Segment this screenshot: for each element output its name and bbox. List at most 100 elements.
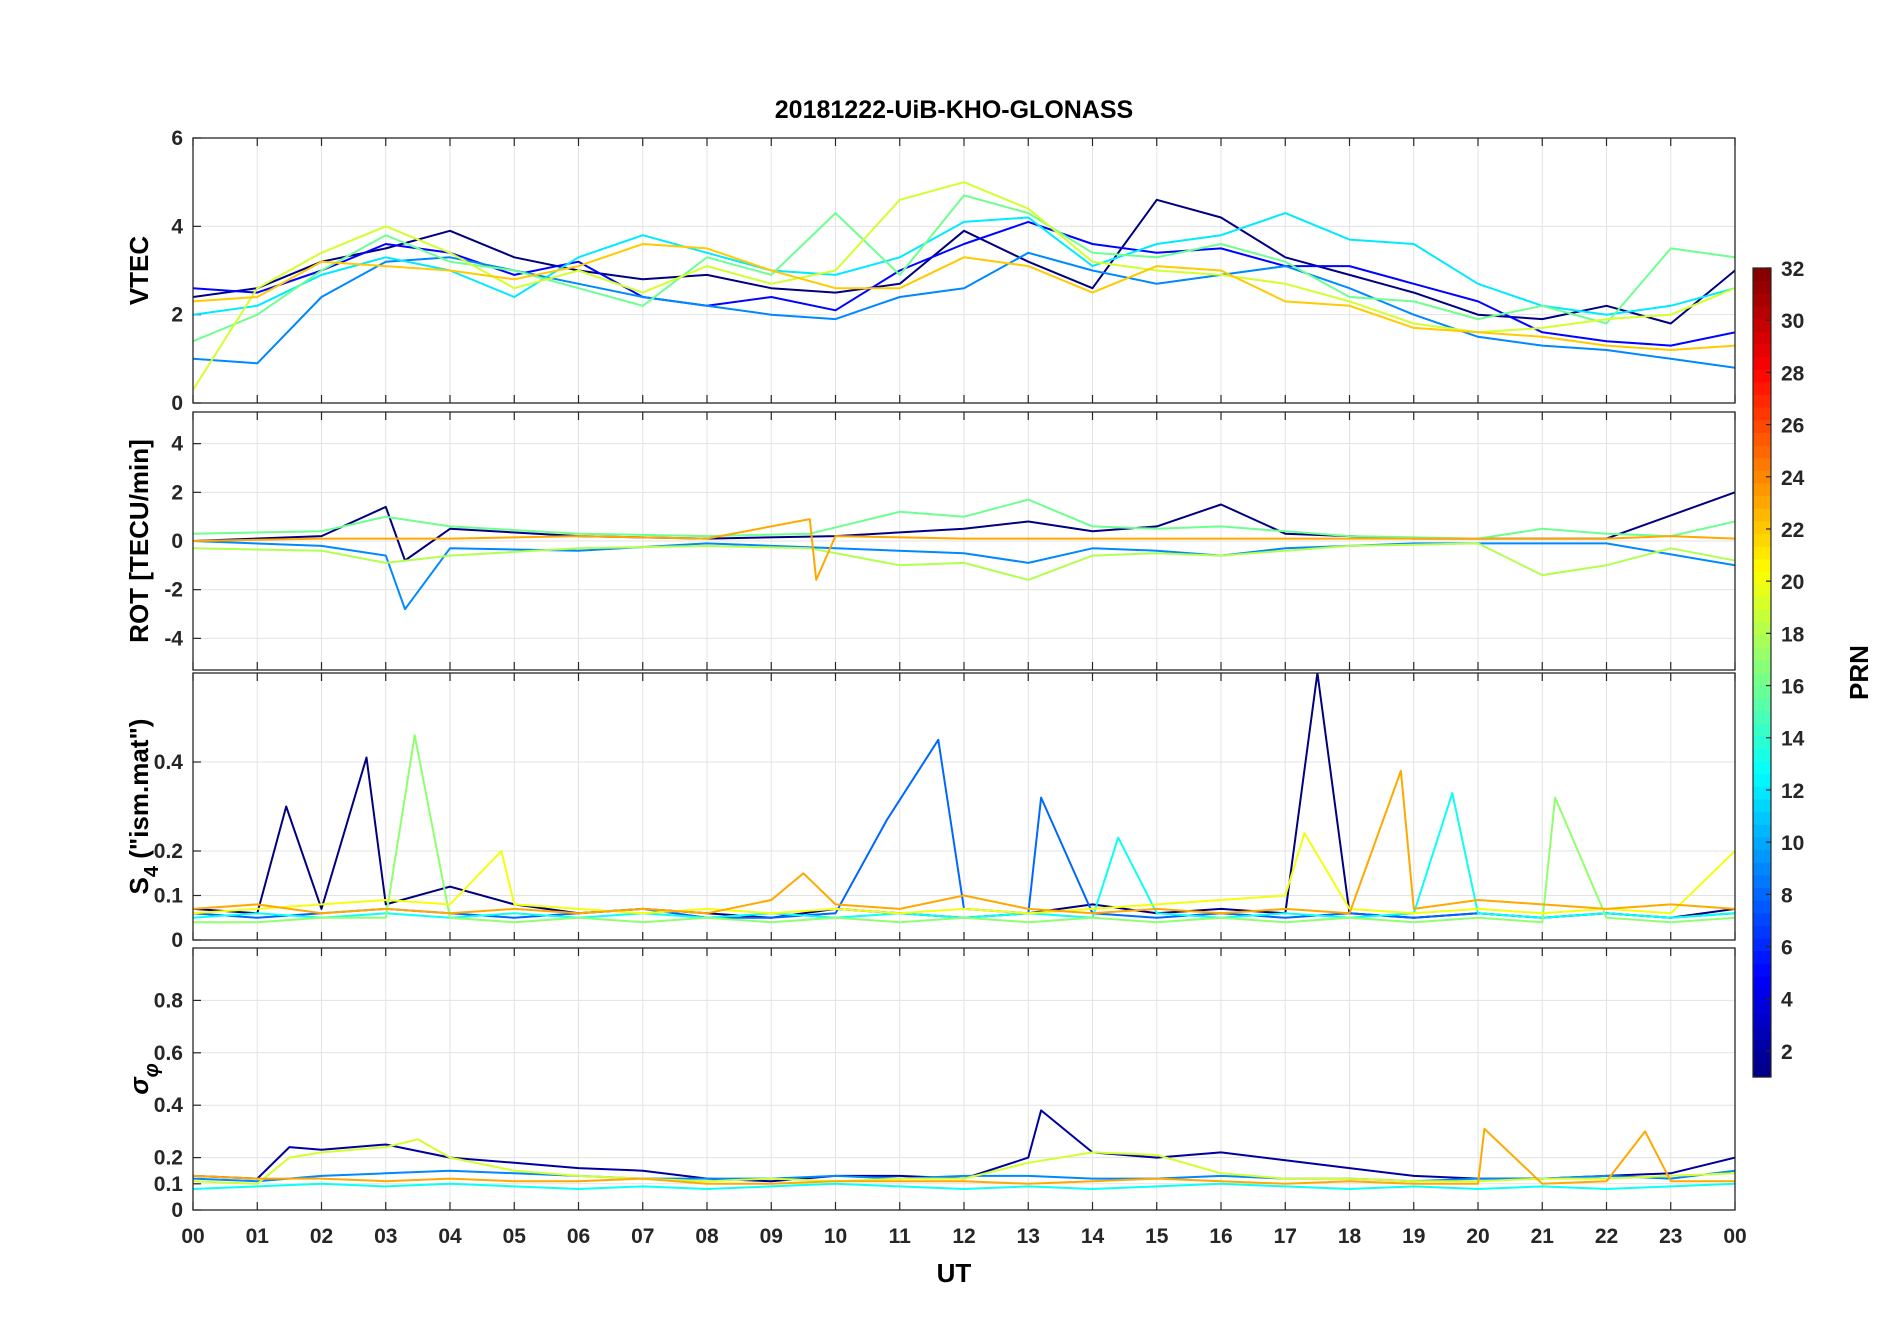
colorbar-segment — [1753, 546, 1771, 560]
series-line-prn-20 — [193, 832, 1735, 915]
x-tick-label: 18 — [1338, 1225, 1362, 1248]
colorbar-segment — [1753, 900, 1771, 914]
colorbar-segment — [1753, 318, 1771, 332]
x-tick-label: 17 — [1274, 1225, 1297, 1248]
colorbar-tick-label: 10 — [1781, 832, 1804, 855]
colorbar-tick-label: 16 — [1781, 676, 1804, 699]
colorbar-segment — [1753, 331, 1771, 345]
x-tick-label: 03 — [374, 1225, 397, 1248]
colorbar-segment — [1753, 280, 1771, 294]
colorbar-segment — [1753, 697, 1771, 712]
colorbar-segment — [1753, 584, 1771, 598]
colorbar-segment — [1753, 381, 1771, 396]
colorbar-segment — [1753, 760, 1771, 775]
colorbar-segment — [1753, 432, 1771, 446]
x-tick-label: 13 — [1017, 1225, 1040, 1248]
axes-box — [192, 137, 1736, 404]
colorbar-tick-label: 32 — [1781, 258, 1804, 281]
series-line-prn-18 — [193, 542, 1735, 581]
x-tick-label: 00 — [181, 1225, 204, 1248]
axes-box — [192, 672, 1736, 941]
series-line-prn-16 — [193, 498, 1735, 540]
y-tick-label: 0.6 — [154, 1042, 183, 1065]
colorbar-segment — [1753, 824, 1771, 838]
x-tick-label: 21 — [1531, 1225, 1555, 1248]
colorbar-segment — [1753, 457, 1771, 471]
series-line-prn-19 — [193, 1138, 1735, 1185]
colorbar-segment — [1753, 356, 1771, 370]
colorbar-segment — [1753, 634, 1771, 648]
colorbar-segment — [1753, 849, 1771, 863]
colorbar-segment — [1753, 963, 1771, 977]
colorbar-tick-label: 18 — [1781, 623, 1805, 646]
y-tick-label: 4 — [171, 433, 183, 456]
x-tick-label: 08 — [695, 1225, 719, 1248]
x-tick-label: 10 — [824, 1225, 847, 1248]
colorbar-segment — [1753, 609, 1771, 623]
colorbar-segment — [1753, 710, 1771, 724]
series-line-prn-22 — [193, 243, 1735, 351]
colorbar-tick-label: 6 — [1781, 937, 1793, 960]
x-tick-label: 02 — [310, 1225, 333, 1248]
colorbar-segment — [1753, 495, 1771, 509]
colorbar-segment — [1753, 1026, 1771, 1040]
colorbar-tick-label: 12 — [1781, 780, 1804, 803]
y-tick-label: 6 — [171, 127, 183, 150]
x-tick-label: 15 — [1145, 1225, 1169, 1248]
colorbar-segment — [1753, 621, 1771, 636]
colorbar-segment — [1753, 862, 1771, 876]
y-axis-label-main: S — [124, 877, 154, 894]
y-tick-label: -4 — [164, 627, 183, 650]
colorbar-tick-label: 26 — [1781, 415, 1804, 438]
colorbar-segment — [1753, 672, 1771, 686]
x-tick-label: 00 — [1723, 1225, 1746, 1248]
series-line-prn-9 — [193, 251, 1735, 369]
colorbar-segment — [1753, 937, 1771, 952]
colorbar-segment — [1753, 1039, 1771, 1053]
colorbar-tick-label: 28 — [1781, 362, 1805, 385]
y-tick-label: 0.1 — [154, 885, 184, 908]
y-tick-label: -2 — [164, 579, 183, 602]
colorbar-tick-label: 14 — [1781, 728, 1805, 751]
x-tick-label: 14 — [1081, 1225, 1105, 1248]
series-line-prn-17 — [193, 734, 1735, 924]
colorbar-segment — [1753, 444, 1771, 459]
colorbar-segment — [1753, 419, 1771, 433]
y-tick-label: 0.2 — [154, 840, 183, 863]
y-axis-label: σφ — [124, 1063, 163, 1094]
colorbar-segment — [1753, 394, 1771, 408]
y-tick-label: 2 — [171, 481, 183, 504]
axes-box — [192, 411, 1736, 671]
colorbar-segment — [1753, 773, 1771, 787]
colorbar-segment — [1753, 988, 1771, 1002]
colorbar-label: PRN — [1844, 645, 1874, 700]
x-tick-label: 12 — [952, 1225, 975, 1248]
y-tick-label: 0.4 — [154, 751, 184, 774]
x-tick-label: 19 — [1402, 1225, 1425, 1248]
colorbar-segment — [1753, 912, 1771, 926]
colorbar-segment — [1753, 647, 1771, 661]
y-axis-label-sub: 4 — [141, 865, 163, 877]
colorbar-segment — [1753, 558, 1771, 572]
x-tick-label: 07 — [631, 1225, 654, 1248]
colorbar-segment — [1753, 975, 1771, 990]
colorbar-tick-label: 8 — [1781, 884, 1793, 907]
x-axis-label: UT — [937, 1258, 972, 1288]
series-line-prn-9 — [193, 540, 1735, 611]
x-tick-label: 20 — [1466, 1225, 1489, 1248]
colorbar-segment — [1753, 520, 1771, 535]
series-group — [193, 1109, 1735, 1190]
colorbar-segment — [1753, 571, 1771, 585]
colorbar-tick-label: 2 — [1781, 1041, 1793, 1064]
x-tick-label: 09 — [760, 1225, 783, 1248]
colorbar-segment — [1753, 369, 1771, 383]
colorbar-tick-label: 30 — [1781, 310, 1804, 333]
x-tick-label: 04 — [438, 1225, 462, 1248]
colorbar-segment — [1753, 925, 1771, 939]
y-tick-label: 0 — [171, 392, 183, 415]
y-axis-label-sub: φ — [141, 1063, 163, 1077]
colorbar-segment — [1753, 596, 1771, 610]
